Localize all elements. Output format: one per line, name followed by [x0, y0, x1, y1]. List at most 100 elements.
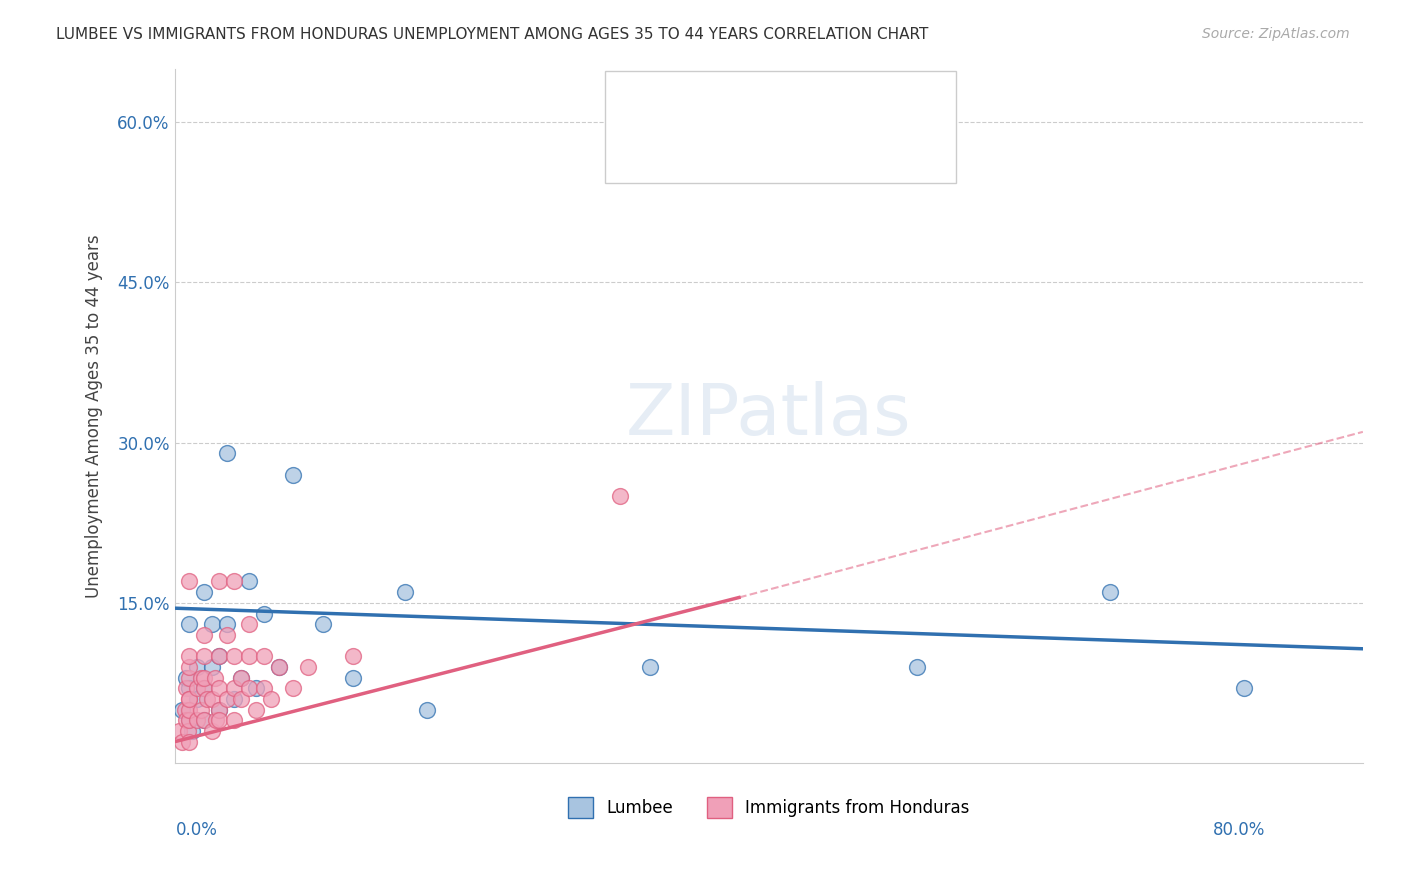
Point — [186, 660, 208, 674]
Point — [253, 681, 276, 696]
Text: 0.545: 0.545 — [713, 147, 761, 165]
Point — [222, 649, 245, 664]
Point — [238, 617, 260, 632]
Point — [342, 671, 364, 685]
Point — [416, 703, 439, 717]
Point — [179, 735, 201, 749]
Point — [609, 489, 631, 503]
Y-axis label: Unemployment Among Ages 35 to 44 years: Unemployment Among Ages 35 to 44 years — [86, 234, 103, 598]
Point — [193, 585, 215, 599]
Point — [215, 692, 238, 706]
Point — [167, 724, 190, 739]
Point — [201, 724, 224, 739]
Point — [201, 692, 224, 706]
Point — [186, 714, 208, 728]
Point — [238, 681, 260, 696]
Point — [215, 628, 238, 642]
Point — [253, 607, 276, 621]
Point — [201, 660, 224, 674]
Point — [267, 660, 290, 674]
Point — [394, 585, 416, 599]
Point — [176, 714, 198, 728]
Point — [238, 649, 260, 664]
Point — [179, 660, 201, 674]
Text: 54: 54 — [837, 147, 859, 165]
Point — [179, 681, 201, 696]
Point — [215, 617, 238, 632]
Point — [208, 714, 231, 728]
Point — [193, 714, 215, 728]
Point — [267, 660, 290, 674]
Point — [193, 671, 215, 685]
Point — [208, 681, 231, 696]
Point — [179, 617, 201, 632]
Point — [176, 681, 198, 696]
Point — [190, 671, 212, 685]
Text: 0.0%: 0.0% — [176, 821, 218, 838]
Text: N =: N = — [794, 95, 831, 113]
Point — [231, 671, 253, 685]
Point — [342, 649, 364, 664]
Point — [638, 660, 661, 674]
Point — [186, 692, 208, 706]
Point — [260, 692, 283, 706]
Point — [195, 692, 218, 706]
Text: -0.105: -0.105 — [713, 95, 766, 113]
Point — [179, 692, 201, 706]
Point — [170, 735, 193, 749]
Point — [208, 649, 231, 664]
Point — [231, 671, 253, 685]
Point — [170, 703, 193, 717]
Point — [205, 714, 228, 728]
Point — [193, 681, 215, 696]
Text: R =: R = — [671, 95, 707, 113]
Text: 80.0%: 80.0% — [1213, 821, 1265, 838]
Point — [193, 681, 215, 696]
Point — [222, 574, 245, 589]
Point — [215, 446, 238, 460]
Point — [245, 681, 267, 696]
Point — [1233, 681, 1256, 696]
Point — [201, 617, 224, 632]
Point — [179, 574, 201, 589]
Point — [193, 714, 215, 728]
Text: Source: ZipAtlas.com: Source: ZipAtlas.com — [1202, 27, 1350, 41]
Point — [179, 671, 201, 685]
Point — [297, 660, 319, 674]
Point — [179, 692, 201, 706]
Text: ZIPatlas: ZIPatlas — [626, 381, 911, 450]
Point — [1099, 585, 1122, 599]
Point — [181, 724, 204, 739]
Point — [208, 574, 231, 589]
Point — [186, 681, 208, 696]
Point — [222, 681, 245, 696]
Point — [312, 617, 335, 632]
Point — [176, 671, 198, 685]
Point — [174, 703, 197, 717]
Point — [905, 660, 928, 674]
Text: LUMBEE VS IMMIGRANTS FROM HONDURAS UNEMPLOYMENT AMONG AGES 35 TO 44 YEARS CORREL: LUMBEE VS IMMIGRANTS FROM HONDURAS UNEMP… — [56, 27, 928, 42]
Point — [190, 703, 212, 717]
Point — [283, 681, 305, 696]
Point — [179, 649, 201, 664]
Point — [208, 649, 231, 664]
Text: R =: R = — [671, 147, 707, 165]
Point — [193, 628, 215, 642]
Point — [177, 724, 200, 739]
Point — [222, 692, 245, 706]
Point — [245, 703, 267, 717]
Point — [193, 649, 215, 664]
Point — [231, 692, 253, 706]
Point — [253, 649, 276, 664]
Legend: Lumbee, Immigrants from Honduras: Lumbee, Immigrants from Honduras — [561, 790, 976, 824]
Point — [208, 703, 231, 717]
Point — [179, 714, 201, 728]
Point — [238, 574, 260, 589]
Point — [283, 467, 305, 482]
Text: N =: N = — [794, 147, 831, 165]
Point — [179, 714, 201, 728]
Point — [179, 703, 201, 717]
Point — [222, 714, 245, 728]
Point — [204, 671, 226, 685]
Text: 32: 32 — [837, 95, 860, 113]
